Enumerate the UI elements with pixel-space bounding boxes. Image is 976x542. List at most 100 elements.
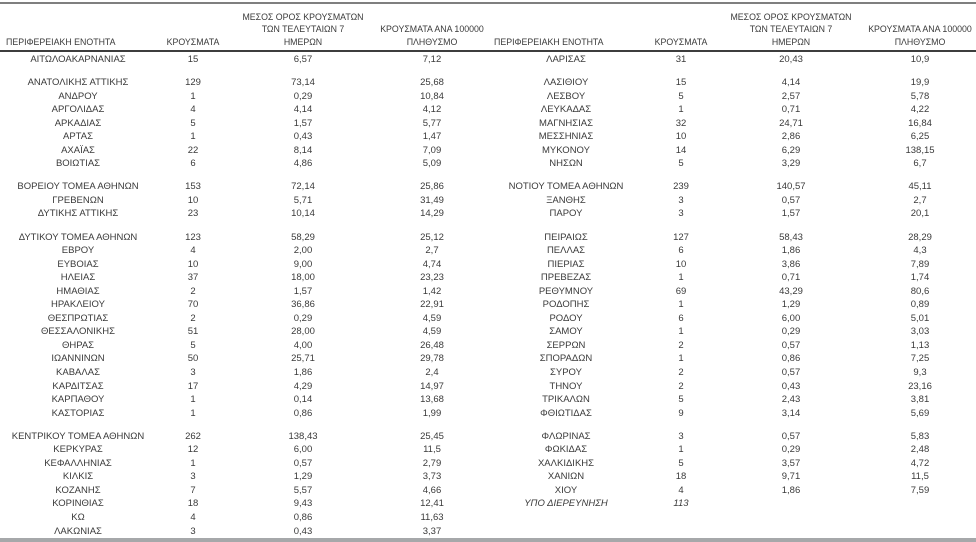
avg7-cell: 36,86 — [291, 299, 315, 311]
cases-cell: 32 — [675, 117, 687, 129]
per100k-cell: 7,59 — [910, 484, 930, 496]
cases-cell: 1 — [678, 444, 684, 456]
column-header-avg7-line1: ΜΕΣΟΣ ΟΡΟΣ ΚΡΟΥΣΜΑΤΩΝ — [242, 11, 364, 22]
avg7-cell: 1,86 — [781, 484, 801, 496]
avg7-cell: 72,14 — [291, 181, 315, 193]
per100k-cell: 3,81 — [910, 394, 930, 406]
table-row: ΣΠΟΡΑΔΩΝ 1 0,86 7,25 — [488, 352, 976, 366]
per100k-cell: 4,12 — [422, 104, 442, 116]
cases-cell: 153 — [185, 181, 201, 193]
cases-cell: 4 — [190, 245, 196, 257]
per100k-cell: 1,99 — [422, 407, 442, 419]
table-row: ΕΒΡΟΥ 4 2,00 2,7 — [0, 244, 488, 258]
avg7-cell: 43,29 — [779, 285, 803, 297]
cases-cell: 3 — [190, 366, 196, 378]
region-cell: ΜΑΓΝΗΣΙΑΣ — [539, 117, 593, 129]
region-cell: ΞΑΝΘΗΣ — [546, 194, 586, 206]
cases-cell: 2 — [190, 312, 196, 324]
cases-cell: 17 — [187, 380, 199, 392]
cases-cell: 2 — [190, 285, 196, 297]
cases-cell: 129 — [185, 77, 201, 89]
table-row: ΚΑΡΠΑΘΟΥ 1 0,14 13,68 — [0, 393, 488, 407]
per100k-cell: 28,29 — [908, 231, 932, 243]
table-row: ΔΥΤΙΚΗΣ ΑΤΤΙΚΗΣ 23 10,14 14,29 — [0, 207, 488, 221]
cases-cell: 22 — [187, 144, 199, 156]
cases-cell: 3 — [190, 525, 196, 537]
column-header-region: ΠΕΡΙΦΕΡΕΙΑΚΗ ΕΝΟΤΗΤΑ — [0, 4, 156, 50]
region-cell: ΑΝΑΤΟΛΙΚΗΣ ΑΤΤΙΚΗΣ — [27, 77, 129, 89]
per100k-cell: 9,3 — [913, 366, 927, 378]
avg7-cell: 0,71 — [781, 272, 801, 284]
table-row: ΠΑΡΟΥ 3 1,57 20,1 — [488, 207, 976, 221]
region-cell: ΤΡΙΚΑΛΩΝ — [542, 394, 590, 406]
table-section: ΑΝΑΤΟΛΙΚΗΣ ΑΤΤΙΚΗΣ 129 73,14 25,68 ΑΝΔΡΟΥ 1 0,… — [0, 76, 488, 171]
per100k-cell: 19,9 — [910, 77, 930, 89]
column-header-cases: ΚΡΟΥΣΜΑΤΑ — [156, 4, 230, 50]
cases-cell: 1 — [190, 457, 196, 469]
cases-cell: 6 — [678, 245, 684, 257]
cases-cell: 113 — [673, 498, 689, 510]
per100k-cell: 14,29 — [420, 208, 444, 220]
cases-cell: 4 — [190, 511, 196, 523]
per100k-cell: 3,37 — [422, 525, 442, 537]
avg7-cell: 140,57 — [776, 181, 806, 193]
table-row: ΑΙΤΩΛΟΑΚΑΡΝΑΝΙΑΣ 15 6,57 7,12 — [0, 53, 488, 67]
avg7-cell — [718, 497, 864, 511]
per100k-cell: 11,63 — [420, 511, 444, 523]
table-row: ΚΑΡΔΙΤΣΑΣ 17 4,29 14,97 — [0, 380, 488, 394]
bottom-rule — [0, 538, 976, 542]
table-row: ΝΗΣΩΝ 5 3,29 6,7 — [488, 157, 976, 171]
per100k-cell: 2,7 — [425, 245, 439, 257]
table-row: ΚΩ 4 0,86 11,63 — [0, 511, 488, 525]
avg7-cell: 25,71 — [291, 353, 315, 365]
avg7-cell: 0,57 — [293, 457, 313, 469]
region-cell: ΡΟΔΟΠΗΣ — [542, 299, 590, 311]
cases-cell: 3 — [678, 194, 684, 206]
cases-cell: 9 — [678, 407, 684, 419]
table-row: ΚΕΡΚΥΡΑΣ 12 6,00 11,5 — [0, 443, 488, 457]
cases-cell: 127 — [673, 231, 689, 243]
region-cell: ΚΟΡΙΝΘΙΑΣ — [52, 498, 104, 510]
table-row: ΡΟΔΟΠΗΣ 1 1,29 0,89 — [488, 298, 976, 312]
region-cell: ΑΡΤΑΣ — [63, 131, 93, 143]
table-row: ΒΟΡΕΙΟΥ ΤΟΜΕΑ ΑΘΗΝΩΝ 153 72,14 25,86 — [0, 180, 488, 194]
region-cell: ΔΥΤΙΚΟΥ ΤΟΜΕΑ ΑΘΗΝΩΝ — [18, 231, 138, 243]
avg7-cell: 1,86 — [781, 245, 801, 257]
table-row: ΑΝΔΡΟΥ 1 0,29 10,84 — [0, 90, 488, 104]
per100k-cell: 1,42 — [422, 285, 442, 297]
left-table-half: ΑΙΤΩΛΟΑΚΑΡΝΑΝΙΑΣ 15 6,57 7,12 ΑΝΑΤΟΛΙΚΗΣ ΑΤΤ… — [0, 53, 488, 538]
region-cell: ΕΥΒΟΙΑΣ — [57, 258, 99, 270]
column-headers: ΠΕΡΙΦΕΡΕΙΑΚΗ ΕΝΟΤΗΤΑ ΚΡΟΥΣΜΑΤΑ ΜΕΣΟΣ ΟΡΟ… — [488, 4, 976, 50]
table-row: ΚΙΛΚΙΣ 3 1,29 3,73 — [0, 470, 488, 484]
table-row: ΠΕΙΡΑΙΩΣ 127 58,43 28,29 — [488, 231, 976, 245]
cases-cell: 10 — [675, 258, 687, 270]
per100k-cell: 26,48 — [420, 339, 444, 351]
table-row: ΤΡΙΚΑΛΩΝ 5 2,43 3,81 — [488, 393, 976, 407]
avg7-cell: 0,43 — [781, 380, 801, 392]
per100k-cell: 5,77 — [422, 117, 442, 129]
avg7-cell: 58,43 — [779, 231, 803, 243]
table-body: ΑΙΤΩΛΟΑΚΑΡΝΑΝΙΑΣ 15 6,57 7,12 ΑΝΑΤΟΛΙΚΗΣ ΑΤΤ… — [0, 53, 976, 538]
table-row: ΚΟΖΑΝΗΣ 7 5,57 4,66 — [0, 484, 488, 498]
region-cell: ΦΛΩΡΙΝΑΣ — [541, 430, 591, 442]
column-header-cases: ΚΡΟΥΣΜΑΤΑ — [644, 4, 718, 50]
right-table-half: ΛΑΡΙΣΑΣ 31 20,43 10,9 ΛΑΣΙΘΙΟΥ 15 4,14 19,9 ΛΕΣΒ… — [488, 53, 976, 538]
region-cell: ΠΕΛΛΑΣ — [546, 245, 586, 257]
avg7-cell: 0,43 — [293, 525, 313, 537]
cases-cell: 23 — [187, 208, 199, 220]
table-row: ΞΑΝΘΗΣ 3 0,57 2,7 — [488, 194, 976, 208]
region-cell: ΚΑΣΤΟΡΙΑΣ — [51, 407, 105, 419]
right-table-half-header: ΠΕΡΙΦΕΡΕΙΑΚΗ ΕΝΟΤΗΤΑ ΚΡΟΥΣΜΑΤΑ ΜΕΣΟΣ ΟΡΟ… — [488, 4, 976, 50]
region-cell: ΦΩΚΙΔΑΣ — [544, 444, 588, 456]
per100k-cell: 2,48 — [910, 444, 930, 456]
per100k-cell: 4,59 — [422, 312, 442, 324]
cases-cell: 1 — [678, 353, 684, 365]
avg7-cell: 24,71 — [779, 117, 803, 129]
cases-cell: 239 — [673, 181, 689, 193]
column-header-region-label: ΠΕΡΙΦΕΡΕΙΑΚΗ ΕΝΟΤΗΤΑ — [6, 36, 116, 47]
cases-cell: 69 — [675, 285, 687, 297]
per100k-cell: 25,45 — [420, 430, 444, 442]
region-cell: ΣΥΡΟΥ — [550, 366, 582, 378]
table-row: ΚΕΦΑΛΛΗΝΙΑΣ 1 0,57 2,79 — [0, 457, 488, 471]
